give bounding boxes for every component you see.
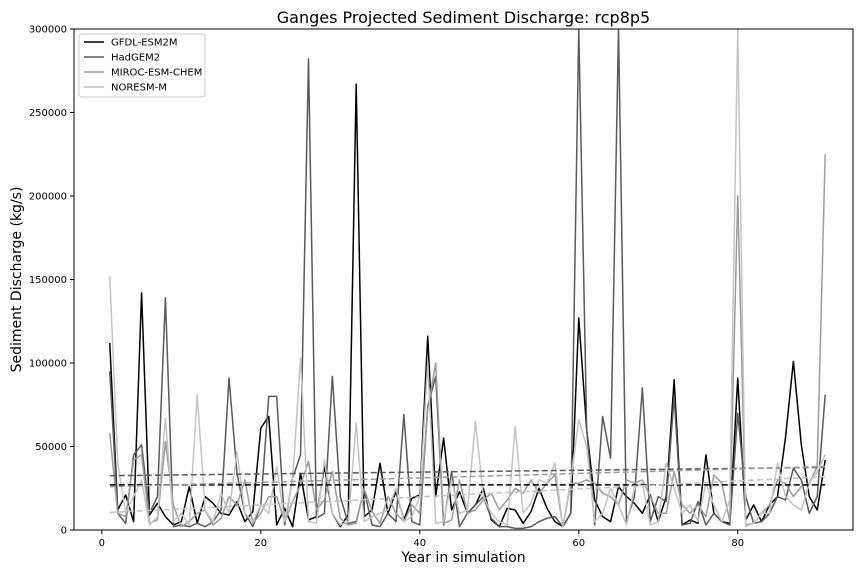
trend-line-2: [109, 466, 826, 477]
legend: GFDL-ESM2M HadGEM2 MIROC-ESM-CHEM NORESM-M: [78, 33, 206, 98]
legend-label-1: GFDL-ESM2M: [111, 38, 178, 49]
series-line-3: [109, 154, 826, 528]
y-tick-label: 50000: [35, 442, 67, 453]
trend-line-3: [109, 465, 826, 488]
legend-label-3: MIROC-ESM-CHEM: [111, 68, 202, 79]
x-tick-label: 80: [731, 538, 744, 549]
legend-label-4: NORESM-M: [111, 83, 167, 94]
y-tick-label: 0: [61, 526, 67, 537]
x-tick-label: 40: [413, 538, 426, 549]
y-tick-label: 250000: [29, 108, 67, 119]
trend-line-4: [109, 475, 826, 514]
y-tick-label: 300000: [29, 25, 67, 36]
y-axis: 0 50000 100000 150000 200000 250000 300000: [29, 25, 74, 537]
y-tick-label: 100000: [29, 359, 67, 370]
y-tick-label: 150000: [29, 275, 67, 286]
legend-frame: [78, 33, 206, 98]
x-axis: 0 20 40 60 80: [99, 530, 744, 549]
y-tick-label: 200000: [29, 192, 67, 203]
y-axis-title: Sediment Discharge (kg/s): [9, 187, 25, 373]
chart-title: Ganges Projected Sediment Discharge: rcp…: [277, 8, 650, 27]
plot-area: [109, 29, 826, 530]
x-tick-label: 20: [254, 538, 267, 549]
x-axis-title: Year in simulation: [400, 550, 525, 566]
x-tick-label: 0: [99, 538, 105, 549]
legend-label-2: HadGEM2: [111, 53, 160, 64]
x-tick-label: 60: [572, 538, 585, 549]
